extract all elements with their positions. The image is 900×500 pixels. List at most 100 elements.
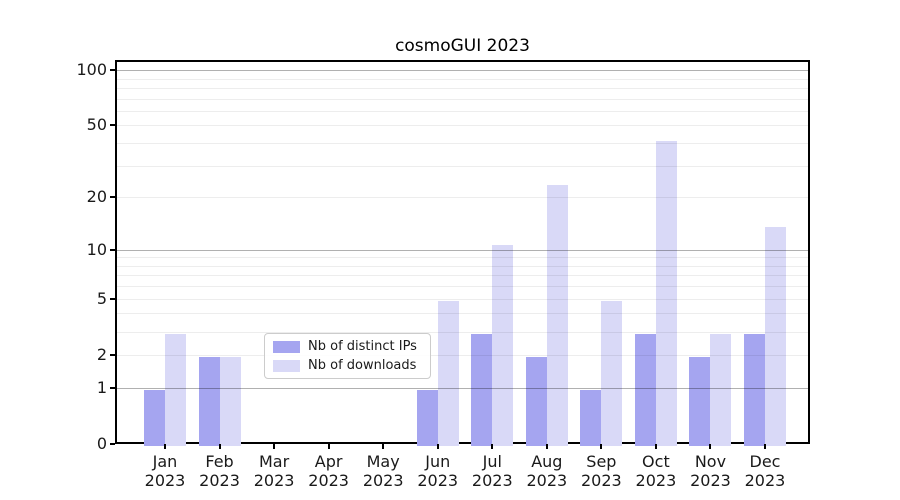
x-axis-tick [382,444,385,449]
bar-nb-of-downloads [492,244,514,446]
x-axis-tick-label: Aug 2023 [512,452,582,490]
x-axis-tick [273,444,276,449]
bar-nb-of-distinct-ips [634,333,656,446]
x-tick-month: Feb [205,452,234,471]
y-axis-tick [110,196,115,199]
grid-line-minor [117,125,808,127]
grid-line-minor [117,265,808,267]
y-axis-tick-label: 50 [86,115,107,135]
legend-swatch [273,359,300,372]
x-tick-month: Apr [314,452,343,471]
x-axis-tick-label: Mar 2023 [239,452,309,490]
grid-line-minor [117,331,808,333]
legend-item: Nb of distinct IPs [273,339,422,354]
y-axis-tick [110,248,115,251]
bar-nb-of-distinct-ips [416,389,438,446]
y-axis-tick [110,353,115,356]
y-axis-tick [110,297,115,300]
y-axis-tick [110,69,115,72]
grid-line-major [117,249,808,251]
y-axis-tick [110,124,115,127]
bar-nb-of-downloads [764,226,786,446]
x-tick-year: 2023 [526,471,568,490]
bar-nb-of-distinct-ips [198,356,220,446]
chart-title: cosmoGUI 2023 [395,36,530,56]
x-tick-year: 2023 [199,471,240,490]
legend-swatch [273,340,300,353]
x-tick-year: 2023 [744,471,786,490]
x-tick-month: May [366,452,400,471]
grid-line-major [117,70,808,72]
y-axis-tick-label: 20 [86,187,107,207]
x-tick-month: Nov [694,452,727,471]
bar-nb-of-downloads [710,333,732,446]
grid-line-minor [117,143,808,145]
y-axis-tick-label: 10 [86,239,107,259]
x-tick-month: Aug [531,452,563,471]
grid-line-minor [117,78,808,80]
bar-nb-of-downloads [165,333,186,446]
grid-line-minor [117,165,808,167]
x-axis-tick [709,444,712,449]
x-axis-tick [436,444,439,449]
x-tick-year: 2023 [471,471,513,490]
x-axis-tick-label: Dec 2023 [730,452,800,490]
x-axis-tick-label: Feb 2023 [185,452,255,490]
grid-line-minor [117,275,808,277]
y-axis-tick-label: 5 [96,288,107,308]
bar-nb-of-downloads [437,300,459,446]
y-axis-tick-label: 100 [76,60,107,80]
x-tick-year: 2023 [635,471,677,490]
y-axis-tick [110,442,115,445]
x-axis-tick-label: May 2023 [348,452,418,490]
x-axis-tick-label: Jul 2023 [457,452,527,490]
x-tick-month: Sep [586,452,617,471]
x-tick-month: Mar [258,452,290,471]
grid-line-minor [117,298,808,300]
x-axis-tick [654,444,657,449]
bar-nb-of-distinct-ips [144,389,165,446]
grid-line-major [117,387,808,389]
x-axis-tick [164,444,166,449]
x-tick-month: Jan [152,452,178,471]
x-tick-year: 2023 [417,471,459,490]
legend-label: Nb of downloads [308,358,417,373]
legend-label: Nb of distinct IPs [308,339,417,354]
grid-line-minor [117,111,808,112]
bar-nb-of-distinct-ips [471,333,493,446]
bar-nb-of-downloads [601,300,623,446]
x-tick-year: 2023 [581,471,622,490]
x-axis-tick-label: Oct 2023 [621,452,691,490]
x-axis-tick-label: Apr 2023 [294,452,364,490]
legend-item: Nb of downloads [273,358,422,373]
x-tick-month: Jul [482,452,502,471]
x-axis-tick-label: Jun 2023 [403,452,473,490]
bar-nb-of-distinct-ips [743,333,765,446]
grid-line-minor [117,257,808,259]
x-tick-month: Dec [749,452,781,471]
x-axis-tick-label: Nov 2023 [675,452,745,490]
bar-nb-of-distinct-ips [580,389,602,446]
grid-line-minor [117,313,808,315]
bar-nb-of-downloads [655,141,677,446]
bar-nb-of-distinct-ips [525,356,547,446]
bar-nb-of-downloads [546,185,568,446]
plot-area [115,60,810,446]
x-axis-tick [545,444,548,449]
x-axis-tick-label: Sep 2023 [566,452,636,490]
x-tick-month: Oct [642,452,670,471]
x-axis-tick [218,444,221,449]
x-axis-tick [491,444,494,449]
bar-nb-of-downloads [219,356,241,446]
x-tick-year: 2023 [308,471,349,490]
x-axis-tick [327,444,330,449]
x-axis-tick [763,444,766,449]
y-axis-tick-label: 1 [96,377,107,397]
grid-line-minor [117,354,808,356]
x-tick-year: 2023 [253,471,295,490]
grid-line-minor [117,98,808,100]
y-axis-tick [110,386,115,389]
grid-line-minor [117,197,808,199]
x-tick-year: 2023 [690,471,731,490]
